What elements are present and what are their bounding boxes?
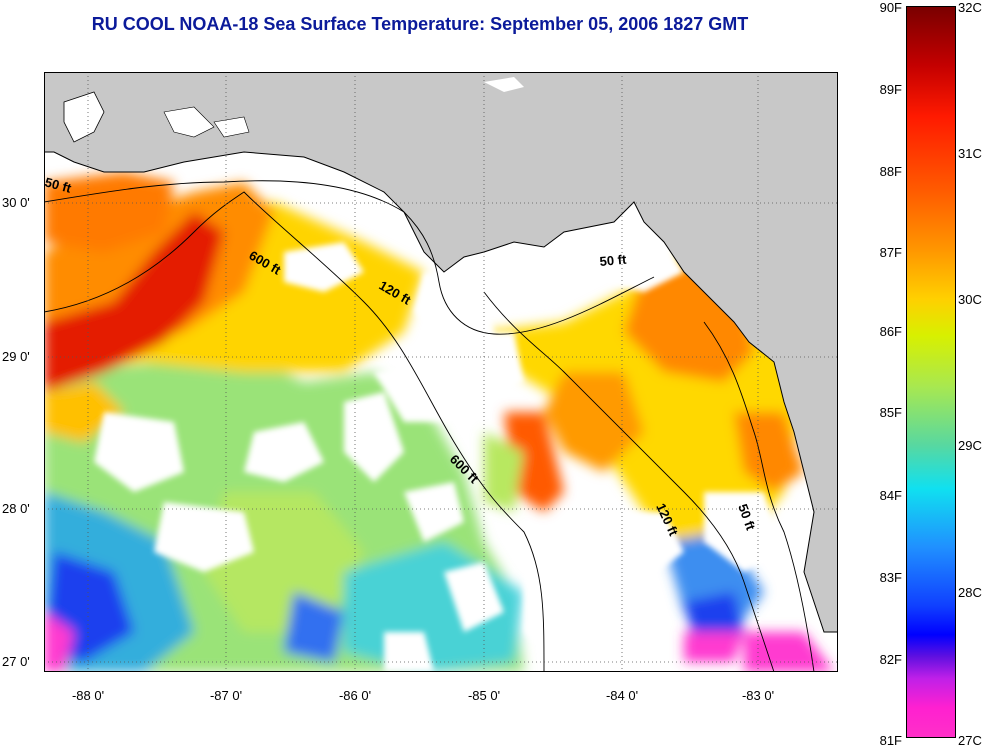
cbar-c-27: 27C	[958, 733, 982, 748]
lon-label-85: -85 0'	[467, 688, 501, 703]
lon-label-83: -83 0'	[741, 688, 775, 703]
cbar-f-86: 86F	[879, 324, 902, 339]
cbar-f-88: 88F	[879, 164, 902, 179]
lat-label-28: 28 0'	[2, 501, 30, 516]
cbar-f-85: 85F	[879, 405, 902, 420]
sst-map-canvas: 50 ft 600 ft 120 ft 50 ft 600 ft 120 ft …	[44, 72, 838, 672]
cbar-f-82: 82F	[879, 652, 902, 667]
contour-label-50ft-east: 50 ft	[599, 252, 628, 269]
temperature-colorbar	[906, 6, 956, 738]
depth-contours	[44, 180, 815, 672]
land-mass	[44, 72, 838, 633]
sst-field	[44, 172, 834, 672]
grid-lines	[44, 72, 838, 672]
cbar-f-81: 81F	[879, 733, 902, 748]
cbar-c-30: 30C	[958, 292, 982, 307]
cbar-f-87: 87F	[879, 245, 902, 260]
cbar-c-28: 28C	[958, 585, 982, 600]
cbar-f-89: 89F	[879, 82, 902, 97]
map-border	[44, 72, 838, 672]
cbar-f-90: 90F	[879, 0, 902, 15]
cbar-c-29: 29C	[958, 438, 982, 453]
map-title: RU COOL NOAA-18 Sea Surface Temperature:…	[91, 14, 749, 34]
lon-label-87: -87 0'	[209, 688, 243, 703]
cloud-mask	[94, 242, 834, 672]
cbar-f-84: 84F	[879, 488, 902, 503]
contour-label-50ft-west: 50 ft	[44, 174, 74, 196]
lat-label-27: 27 0'	[2, 654, 30, 669]
cbar-f-83: 83F	[879, 570, 902, 585]
lat-label-29: 29 0'	[2, 349, 30, 364]
cbar-c-31: 31C	[958, 146, 982, 161]
lon-label-88: -88 0'	[71, 688, 105, 703]
lat-label-30: 30 0'	[2, 195, 30, 210]
lon-label-86: -86 0'	[338, 688, 372, 703]
lon-label-84: -84 0'	[605, 688, 639, 703]
sst-map: 50 ft 600 ft 120 ft 50 ft 600 ft 120 ft …	[44, 72, 838, 672]
cbar-c-32: 32C	[958, 0, 982, 15]
